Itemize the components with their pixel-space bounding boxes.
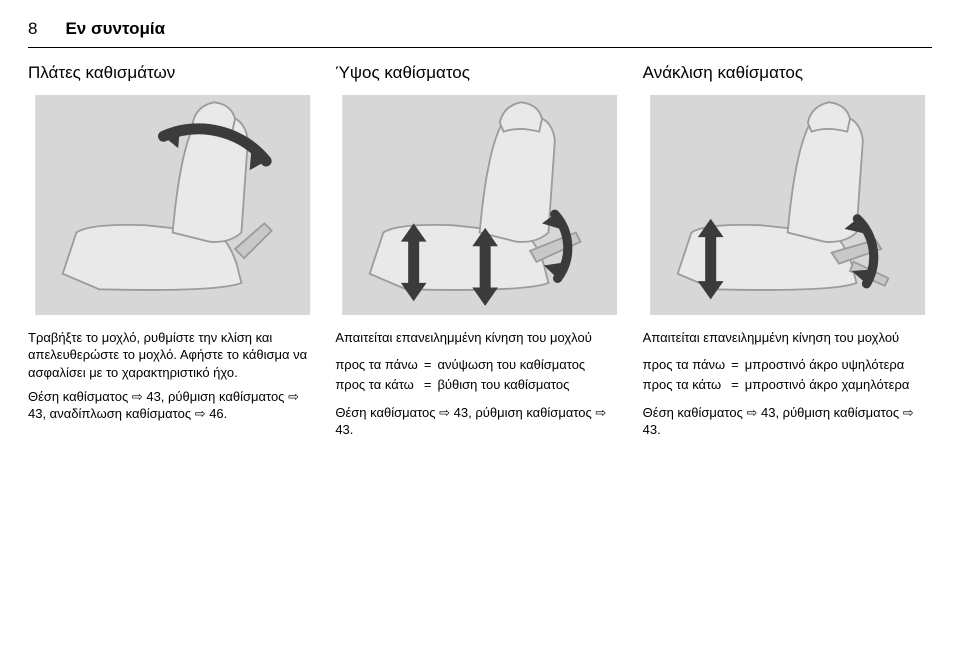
col3-r1-right: μπροστινό άκρο υψηλότερα: [745, 356, 932, 374]
col3-table: προς τα πάνω = μπροστινό άκρο υψηλότερα …: [643, 356, 932, 393]
seat-tilt-diagram: [643, 95, 932, 315]
col3-r2-left: προς τα κάτω: [643, 376, 726, 394]
col2-r1-left: προς τα πάνω: [335, 356, 418, 374]
col2-lead: Απαιτείται επανειλημμένη κίνηση του μοχλ…: [335, 329, 624, 347]
col1-para2: Θέση καθίσματος ⇨ 43, ρύθμιση καθίσματος…: [28, 388, 317, 423]
col2-r1-eq: =: [424, 356, 432, 374]
col2-r2-left: προς τα κάτω: [335, 376, 418, 394]
col1-illustration: [28, 95, 317, 315]
col3-r1-left: προς τα πάνω: [643, 356, 726, 374]
col2-heading: Ύψος καθίσματος: [335, 62, 624, 85]
section-title: Εν συντομία: [65, 18, 165, 41]
col2-r2-right: βύθιση του καθίσματος: [437, 376, 624, 394]
col-seat-height: Ύψος καθίσματος: [335, 62, 624, 439]
col3-r1-eq: =: [731, 356, 739, 374]
page-number: 8: [28, 18, 37, 41]
col3-ref: Θέση καθίσματος ⇨ 43, ρύθμιση καθίσματος…: [643, 404, 932, 439]
col2-r1-right: ανύψωση του καθίσματος: [437, 356, 624, 374]
col3-heading: Ανάκλιση καθίσματος: [643, 62, 932, 85]
col1-para1: Τραβήξτε το μοχλό, ρυθμίστε την κλίση κα…: [28, 329, 317, 382]
col3-r2-right: μπροστινό άκρο χαμηλότερα: [745, 376, 932, 394]
col2-r2-eq: =: [424, 376, 432, 394]
col-seat-back: Πλάτες καθισμάτων Τραβήξτε το μοχλό, ρυθ…: [28, 62, 317, 439]
seat-back-diagram: [28, 95, 317, 315]
col2-ref: Θέση καθίσματος ⇨ 43, ρύθμιση καθίσματος…: [335, 404, 624, 439]
col3-r2-eq: =: [731, 376, 739, 394]
col2-table: προς τα πάνω = ανύψωση του καθίσματος πρ…: [335, 356, 624, 393]
col3-lead: Απαιτείται επανειλημμένη κίνηση του μοχλ…: [643, 329, 932, 347]
seat-height-diagram: [335, 95, 624, 315]
col2-illustration: [335, 95, 624, 315]
col1-heading: Πλάτες καθισμάτων: [28, 62, 317, 85]
col3-illustration: [643, 95, 932, 315]
page-header: 8 Εν συντομία: [28, 18, 932, 48]
col-seat-tilt: Ανάκλιση καθίσματος: [643, 62, 932, 439]
columns: Πλάτες καθισμάτων Τραβήξτε το μοχλό, ρυθ…: [28, 62, 932, 439]
